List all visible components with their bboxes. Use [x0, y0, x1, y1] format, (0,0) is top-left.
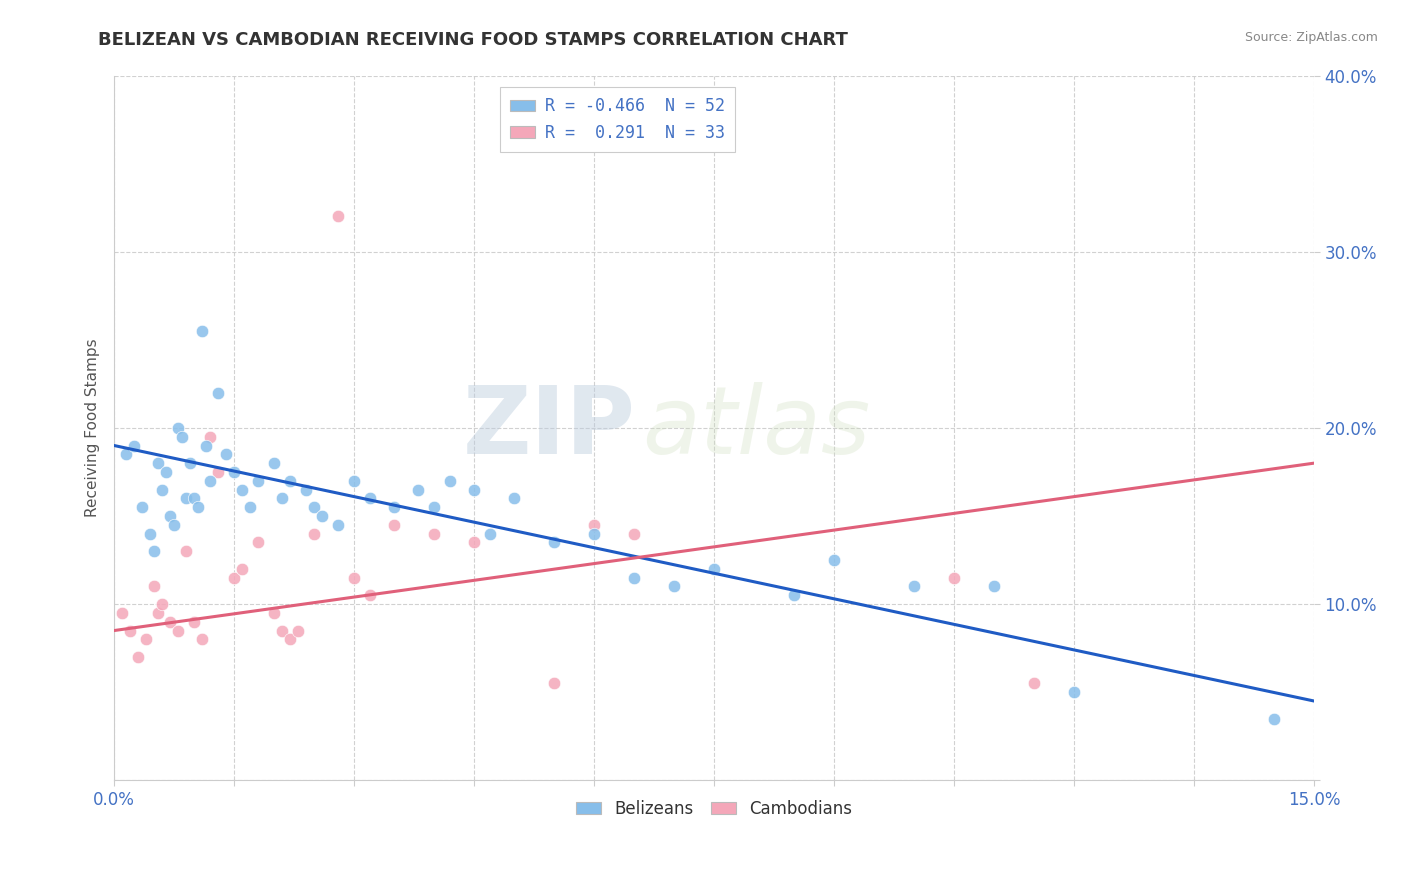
Point [328, 210, 350, 224]
Point [359, 588, 381, 602]
Point [783, 588, 806, 602]
Point [198, 474, 221, 488]
Point [278, 632, 301, 647]
Point [143, 544, 166, 558]
Point [174, 544, 197, 558]
Point [183, 491, 205, 506]
Point [423, 526, 446, 541]
Point [159, 508, 181, 523]
Point [983, 579, 1005, 593]
Point [198, 430, 221, 444]
Point [135, 632, 157, 647]
Point [111, 606, 134, 620]
Point [479, 526, 502, 541]
Text: Source: ZipAtlas.com: Source: ZipAtlas.com [1244, 31, 1378, 45]
Point [382, 517, 405, 532]
Text: ZIP: ZIP [463, 382, 636, 474]
Point [343, 474, 366, 488]
Point [271, 491, 294, 506]
Point [122, 438, 145, 452]
Point [231, 483, 253, 497]
Point [295, 483, 318, 497]
Point [311, 508, 333, 523]
Point [263, 606, 285, 620]
Point [207, 465, 229, 479]
Point [120, 624, 142, 638]
Point [115, 447, 138, 461]
Point [148, 606, 170, 620]
Point [224, 465, 246, 479]
Point [503, 491, 526, 506]
Point [359, 491, 381, 506]
Point [150, 483, 173, 497]
Point [174, 491, 197, 506]
Point [302, 500, 325, 515]
Point [623, 571, 645, 585]
Point [159, 615, 181, 629]
Point [131, 500, 153, 515]
Y-axis label: Receiving Food Stamps: Receiving Food Stamps [86, 339, 100, 517]
Point [1263, 712, 1285, 726]
Point [583, 526, 606, 541]
Point [215, 447, 238, 461]
Point [903, 579, 925, 593]
Point [148, 456, 170, 470]
Point [271, 624, 294, 638]
Point [207, 385, 229, 400]
Point [302, 526, 325, 541]
Point [150, 597, 173, 611]
Point [439, 474, 461, 488]
Point [1063, 685, 1085, 699]
Point [382, 500, 405, 515]
Point [191, 324, 214, 338]
Point [139, 526, 162, 541]
Point [623, 526, 645, 541]
Point [247, 535, 270, 549]
Point [263, 456, 285, 470]
Point [543, 535, 565, 549]
Point [343, 571, 366, 585]
Point [239, 500, 262, 515]
Point [172, 430, 194, 444]
Point [187, 500, 209, 515]
Point [463, 535, 485, 549]
Point [224, 571, 246, 585]
Point [328, 517, 350, 532]
Point [423, 500, 446, 515]
Point [278, 474, 301, 488]
Text: atlas: atlas [643, 383, 870, 474]
Point [143, 579, 166, 593]
Legend: Belizeans, Cambodians: Belizeans, Cambodians [569, 794, 859, 825]
Point [463, 483, 485, 497]
Point [191, 632, 214, 647]
Point [155, 465, 177, 479]
Point [943, 571, 966, 585]
Point [247, 474, 270, 488]
Point [179, 456, 201, 470]
Point [823, 553, 845, 567]
Point [167, 421, 190, 435]
Point [287, 624, 309, 638]
Point [583, 517, 606, 532]
Point [662, 579, 685, 593]
Point [127, 650, 149, 665]
Point [195, 438, 218, 452]
Point [167, 624, 190, 638]
Point [231, 562, 253, 576]
Text: BELIZEAN VS CAMBODIAN RECEIVING FOOD STAMPS CORRELATION CHART: BELIZEAN VS CAMBODIAN RECEIVING FOOD STA… [98, 31, 848, 49]
Point [1022, 676, 1045, 690]
Point [163, 517, 186, 532]
Point [703, 562, 725, 576]
Point [406, 483, 429, 497]
Point [183, 615, 205, 629]
Point [543, 676, 565, 690]
